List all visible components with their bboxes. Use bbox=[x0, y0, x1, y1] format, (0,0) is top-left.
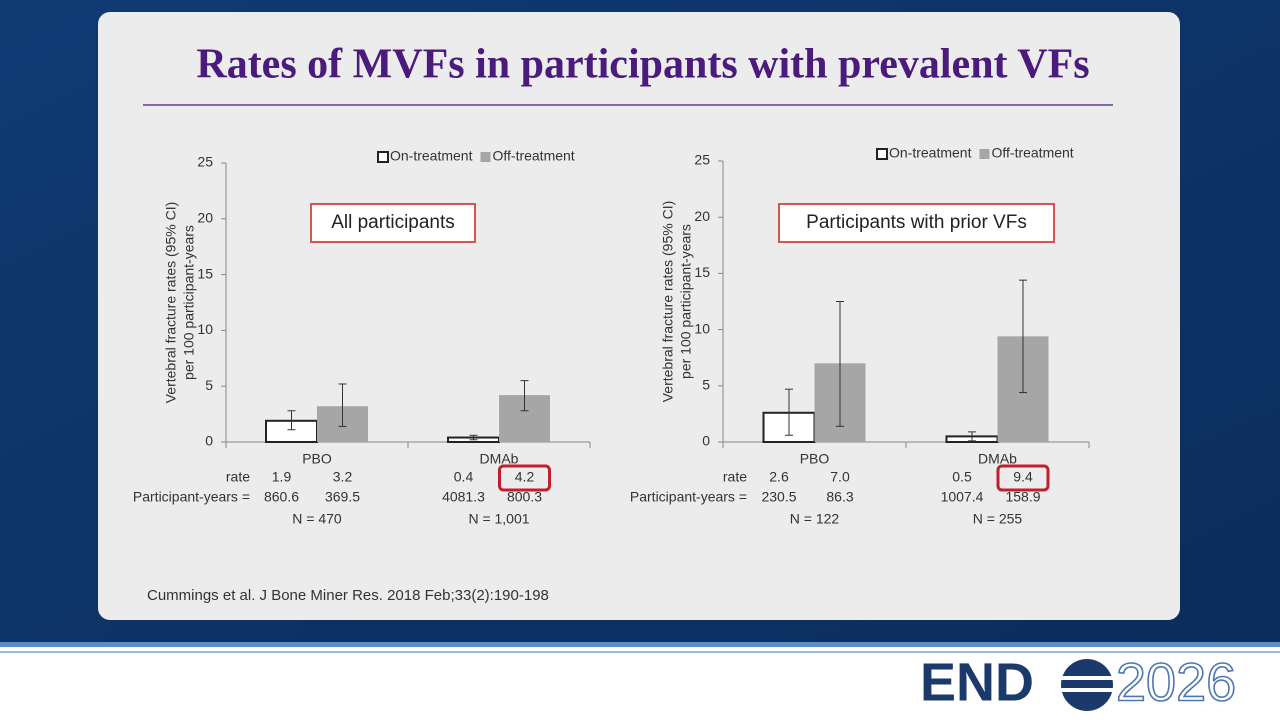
row-label: Participant-years = bbox=[133, 489, 250, 505]
y-tick-label: 10 bbox=[694, 320, 710, 336]
logo-globe bbox=[1060, 659, 1114, 711]
footer-rule bbox=[0, 642, 1280, 647]
legend-swatch bbox=[979, 149, 990, 159]
rate-value: 0.5 bbox=[952, 469, 972, 485]
x-tick-label: DMAb bbox=[978, 451, 1017, 467]
row-label: rate bbox=[226, 469, 250, 485]
rate-value: 0.4 bbox=[454, 469, 474, 485]
participant-years-value: 4081.3 bbox=[442, 489, 485, 505]
error-bar bbox=[836, 301, 844, 427]
y-tick-label: 10 bbox=[197, 321, 213, 337]
error-bar bbox=[287, 410, 296, 431]
slide-title: Rates of MVFs in participants with preva… bbox=[196, 42, 1089, 88]
participant-years-value: 369.5 bbox=[325, 489, 360, 505]
logo-year: 2026 bbox=[1116, 652, 1236, 712]
highlight-box bbox=[996, 464, 1050, 492]
legend-swatch bbox=[876, 148, 888, 160]
n-label: N = 122 bbox=[790, 511, 840, 527]
error-bar bbox=[1019, 279, 1027, 394]
rate-value: 1.9 bbox=[272, 469, 292, 485]
y-axis-label: per 100 participant-years bbox=[181, 225, 197, 380]
annotation: All participants bbox=[331, 212, 455, 233]
annotation: Participants with prior VFs bbox=[806, 212, 1027, 233]
y-tick-label: 20 bbox=[694, 208, 710, 224]
rate-value: 9.4 bbox=[1013, 469, 1033, 485]
y-axis-label: Vertebral fracture rates (95% CI) bbox=[163, 202, 179, 404]
participant-years-value: 860.6 bbox=[264, 489, 299, 505]
content-card bbox=[98, 12, 1180, 620]
error-bar bbox=[785, 388, 793, 436]
rate-value: 2.6 bbox=[769, 469, 789, 485]
y-tick-label: 0 bbox=[205, 433, 213, 449]
y-tick-label: 15 bbox=[197, 265, 213, 281]
logo-brand: END bbox=[920, 652, 1034, 712]
annotation-box bbox=[778, 203, 1055, 243]
row-label: rate bbox=[723, 469, 747, 485]
participant-years-value: 800.3 bbox=[507, 489, 542, 505]
rate-value: 3.2 bbox=[333, 469, 353, 485]
participant-years-value: 1007.4 bbox=[941, 489, 984, 505]
highlight-box bbox=[498, 464, 551, 492]
y-tick-label: 0 bbox=[702, 433, 710, 449]
n-label: N = 255 bbox=[973, 511, 1023, 527]
citation: Cummings et al. J Bone Miner Res. 2018 F… bbox=[147, 587, 549, 604]
row-label: Participant-years = bbox=[630, 489, 747, 505]
legend-label: On-treatment bbox=[390, 148, 473, 164]
participant-years-value: 230.5 bbox=[761, 489, 796, 505]
participant-years-value: 86.3 bbox=[826, 489, 853, 505]
y-tick-label: 25 bbox=[694, 152, 710, 168]
rate-value: 7.0 bbox=[830, 469, 850, 485]
participant-years-value: 158.9 bbox=[1005, 489, 1040, 505]
n-label: N = 1,001 bbox=[468, 511, 529, 527]
error-bar bbox=[968, 431, 976, 442]
x-tick-label: DMAb bbox=[480, 451, 519, 467]
y-tick-label: 25 bbox=[197, 154, 213, 170]
rate-value: 4.2 bbox=[515, 469, 535, 485]
legend-label: On-treatment bbox=[889, 145, 972, 161]
y-axis-label: Vertebral fracture rates (95% CI) bbox=[660, 201, 676, 403]
error-bar bbox=[520, 380, 529, 412]
legend-label: Off-treatment bbox=[991, 145, 1073, 161]
x-tick-label: PBO bbox=[800, 451, 830, 467]
y-tick-label: 5 bbox=[702, 377, 710, 393]
legend-swatch bbox=[377, 151, 389, 163]
footer-rule bbox=[0, 651, 1280, 653]
error-bar bbox=[338, 383, 347, 427]
x-tick-label: PBO bbox=[302, 451, 332, 467]
legend-label: Off-treatment bbox=[492, 148, 574, 164]
annotation-box bbox=[310, 203, 476, 243]
y-tick-label: 20 bbox=[197, 210, 213, 226]
n-label: N = 470 bbox=[292, 511, 342, 527]
y-tick-label: 15 bbox=[694, 264, 710, 280]
legend-swatch bbox=[480, 152, 491, 162]
error-bar bbox=[469, 434, 478, 441]
y-axis-label: per 100 participant-years bbox=[678, 224, 694, 379]
y-tick-label: 5 bbox=[205, 377, 213, 393]
